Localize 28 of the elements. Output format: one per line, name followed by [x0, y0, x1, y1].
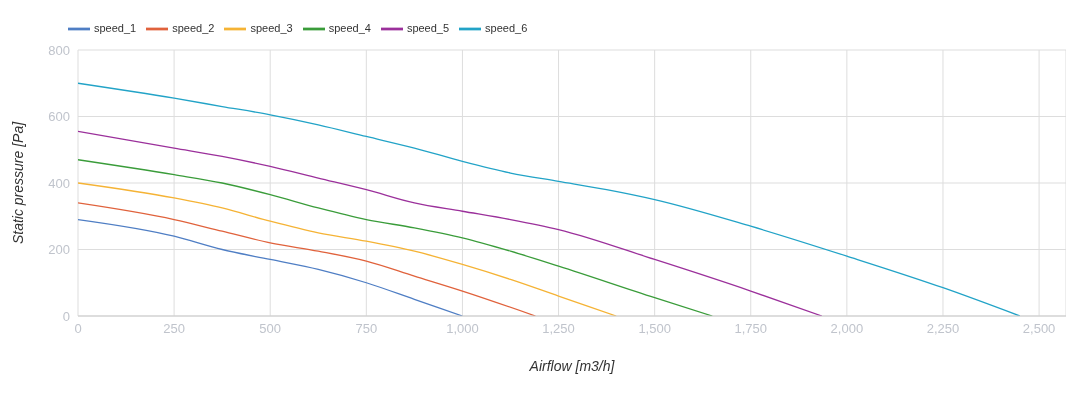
legend-label: speed_5	[406, 21, 450, 34]
legend-label: speed_6	[485, 21, 528, 34]
legend-label: speed_3	[250, 21, 293, 34]
line-series	[78, 159, 713, 316]
y-tick-label: 400	[48, 175, 70, 191]
x-tick-label: 750	[355, 321, 378, 337]
y-tick-label: 0	[62, 308, 70, 324]
x-axis-title: Airflow [m3/h]	[528, 358, 616, 374]
line-series	[78, 130, 823, 316]
legend-label: speed_4	[328, 21, 371, 34]
x-tick-label: 1,750	[734, 321, 768, 337]
x-tick-label: 2,250	[926, 321, 960, 337]
x-tick-label: 1,500	[638, 321, 671, 337]
y-tick-label: 800	[48, 42, 70, 58]
legend-label: speed_2	[172, 21, 215, 34]
x-tick-label: 250	[163, 321, 185, 337]
y-tick-label: 200	[48, 242, 70, 258]
x-tick-label: 2,000	[830, 321, 864, 337]
x-tick-label: 1,000	[446, 321, 479, 337]
line-series	[78, 82, 1021, 316]
x-tick-label: 2,500	[1022, 321, 1056, 337]
legend-label: speed_1	[94, 21, 137, 34]
y-axis-title: Static pressure [Pa]	[9, 120, 26, 245]
x-tick-label: 0	[74, 321, 82, 337]
y-tick-label: 600	[48, 109, 70, 125]
x-tick-label: 500	[259, 321, 282, 337]
line-series	[78, 182, 617, 316]
x-tick-label: 1,250	[542, 321, 575, 337]
